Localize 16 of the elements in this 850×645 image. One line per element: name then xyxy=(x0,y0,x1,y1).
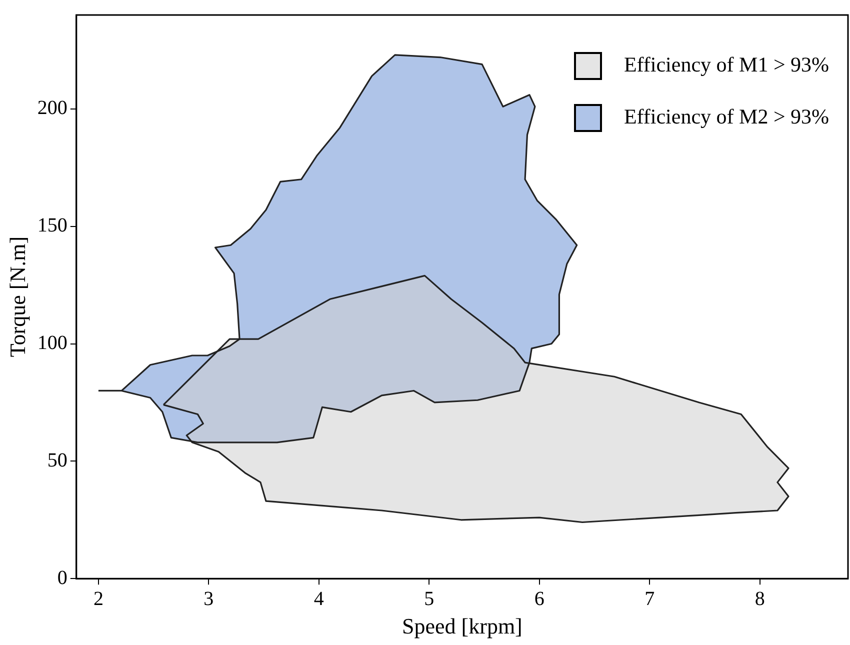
x-tick-label: 2 xyxy=(93,588,104,610)
y-tick-label: 200 xyxy=(37,97,68,120)
x-axis-title: Speed [krpm] xyxy=(402,614,522,639)
y-axis-title: Torque [N.m] xyxy=(4,236,30,358)
x-tick-label: 4 xyxy=(314,588,324,610)
legend-label: Efficiency of M2 > 93% xyxy=(624,104,830,129)
y-tick-label: 50 xyxy=(47,449,68,472)
x-tick-label: 5 xyxy=(424,588,434,610)
y-tick-label: 150 xyxy=(37,214,68,237)
x-tick-label: 7 xyxy=(644,588,655,610)
legend-label: Efficiency of M1 > 93% xyxy=(624,52,830,77)
x-tick-label: 8 xyxy=(754,588,765,610)
x-tick-label: 6 xyxy=(534,588,544,610)
y-tick-label: 100 xyxy=(37,332,68,354)
x-tick-label: 3 xyxy=(204,588,214,610)
y-tick-label: 0 xyxy=(57,566,68,589)
